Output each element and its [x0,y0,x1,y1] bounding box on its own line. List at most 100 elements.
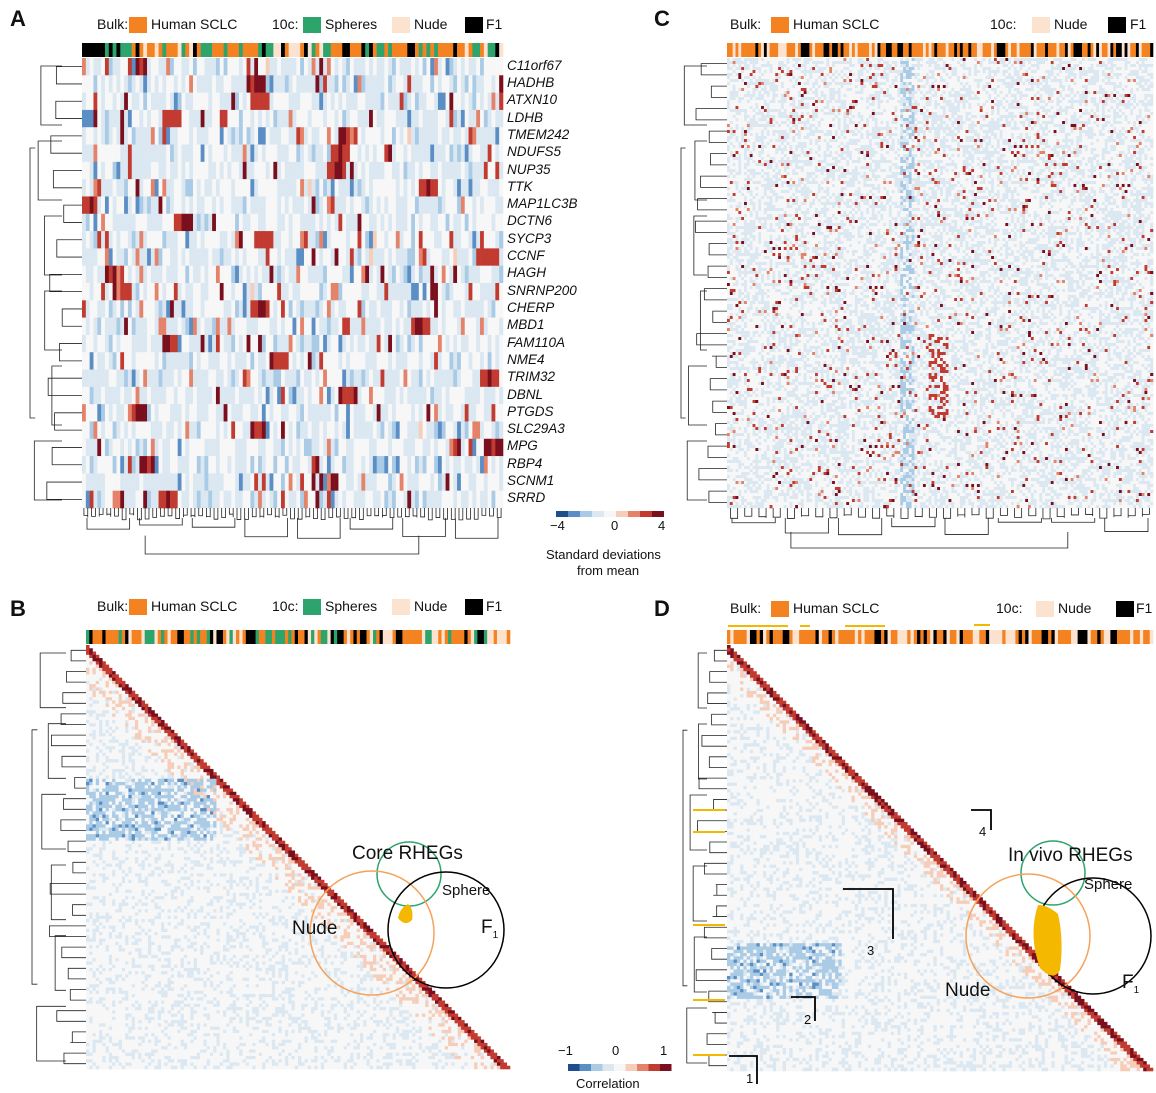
heatmap-a-cell [109,318,113,336]
heatmap-a-cell [411,145,415,163]
heatmap-a-cell [128,196,132,214]
heatmap-a-cell [392,231,396,249]
heatmap-a-cell [247,231,251,249]
heatmap-a-cell [312,421,316,439]
heatmap-a-cell [381,421,385,439]
heatmap-a-cell [331,58,335,76]
heatmap-a-cell [423,300,427,318]
heatmap-a-cell [488,283,492,301]
heatmap-a-cell [109,352,113,370]
heatmap-a-cell [120,387,124,405]
heatmap-a-cell [147,196,151,214]
heatmap-a-cell [178,335,182,353]
heatmap-a-cell [166,335,170,353]
heatmap-c-cell [792,58,795,61]
heatmap-a-cell [97,439,101,457]
heatmap-c-cell [886,61,889,64]
heatmap-a-cell [304,318,308,336]
heatmap-a-cell [170,110,174,128]
heatmap-c-cell [1002,61,1005,64]
heatmap-a-cell [335,473,339,491]
heatmap-a-cell [411,162,415,180]
heatmap-a-cell [480,162,484,180]
heatmap-a-cell [319,75,323,93]
heatmap-a-cell [220,456,224,474]
heatmap-a-cell [484,110,488,128]
heatmap-a-cell [388,352,392,370]
heatmap-a-cell [327,75,331,93]
heatmap-a-cell [93,404,97,422]
heatmap-a-cell [239,145,243,163]
heatmap-a-cell [281,127,285,145]
heatmap-a-cell [472,404,476,422]
heatmap-a-cell [128,162,132,180]
heatmap-a-cell [266,127,270,145]
heatmap-a-cell [461,283,465,301]
heatmap-a-cell [415,58,419,76]
heatmap-a-cell [434,196,438,214]
heatmap-a-cell [488,248,492,266]
heatmap-a-cell [120,352,124,370]
heatmap-a-cell [285,473,289,491]
heatmap-a-cell [499,473,503,491]
heatmap-c-cell [775,58,778,61]
heatmap-a-cell [281,318,285,336]
heatmap-a-cell [166,283,170,301]
heatmap-a-cell [231,439,235,457]
heatmap-a-cell [101,404,105,422]
heatmap-c-cell [912,58,915,61]
heatmap-a-cell [415,162,419,180]
heatmap-a-cell [90,491,94,509]
heatmap-a-cell [155,75,159,93]
heatmap-a-cell [170,231,174,249]
heatmap-a-cell [423,145,427,163]
heatmap-a-cell [162,162,166,180]
heatmap-a-cell [197,248,201,266]
heatmap-a-cell [277,93,281,111]
heatmap-a-cell [93,456,97,474]
heatmap-a-cell [392,456,396,474]
heatmap-a-cell [426,491,430,509]
heatmap-a-cell [166,491,170,509]
heatmap-a-cell [132,196,136,214]
heatmap-a-cell [128,214,132,232]
heatmap-a-cell [174,387,178,405]
heatmap-a-cell [361,266,365,284]
heatmap-a-cell [273,352,277,370]
heatmap-a-cell [216,370,220,388]
heatmap-a-cell [250,145,254,163]
heatmap-a-cell [453,93,457,111]
heatmap-a-cell [377,127,381,145]
heatmap-c-cell [736,64,739,67]
heatmap-a-cell [411,491,415,509]
heatmap-a-cell [446,491,450,509]
heatmap-a-cell [216,93,220,111]
heatmap-a-cell [499,214,503,232]
heatmap-a-cell [495,473,499,491]
heatmap-a-cell [499,127,503,145]
heatmap-a-cell [216,231,220,249]
heatmap-a-cell [461,404,465,422]
heatmap-a-cell [342,318,346,336]
heatmap-a-cell [185,58,189,76]
heatmap-a-cell [358,491,362,509]
heatmap-c-cell [968,64,971,67]
heatmap-a-cell [166,110,170,128]
heatmap-c-cell [795,64,798,67]
heatmap-c-cell [977,61,980,64]
heatmap-a-cell [296,127,300,145]
heatmap-a-cell [227,318,231,336]
heatmap-a-cell [400,75,404,93]
heatmap-c-cell [980,64,983,67]
heatmap-a-cell [227,335,231,353]
heatmap-c-cell [983,58,986,61]
heatmap-a-cell [293,456,297,474]
heatmap-a-cell [239,127,243,145]
heatmap-c-cell [767,61,770,64]
heatmap-c-cell [755,61,758,64]
heatmap-a-cell [373,439,377,457]
heatmap-a-cell [227,300,231,318]
heatmap-a-cell [446,248,450,266]
heatmap-a-cell [289,93,293,111]
heatmap-a-cell [136,283,140,301]
